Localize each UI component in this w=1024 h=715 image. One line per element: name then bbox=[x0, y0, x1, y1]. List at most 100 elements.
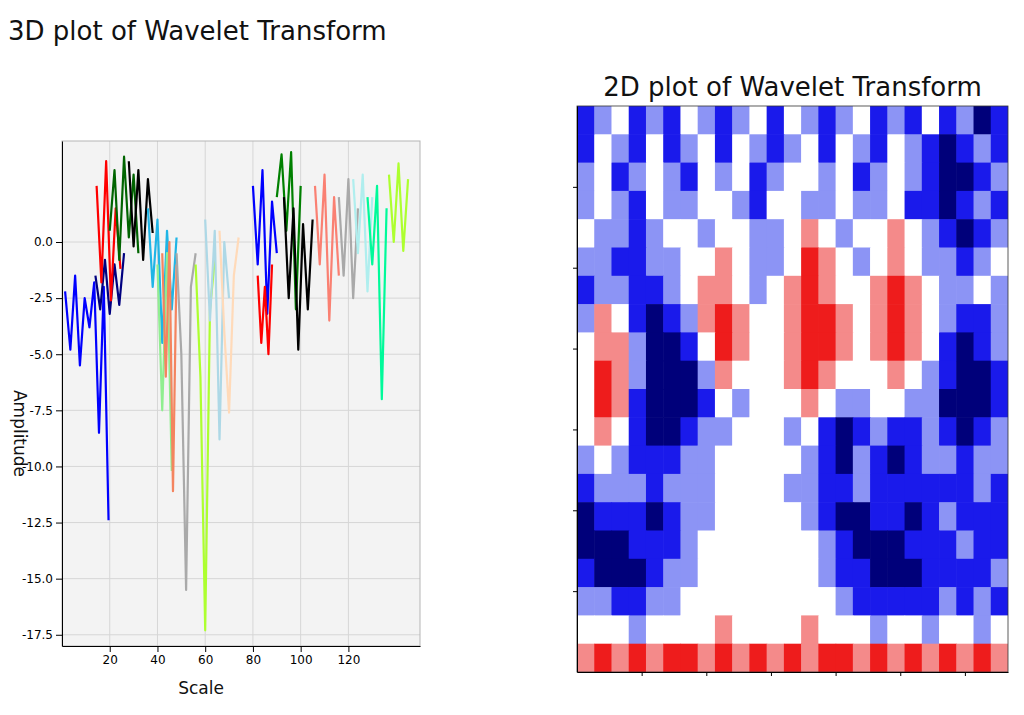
heatmap-cell bbox=[956, 219, 974, 248]
heatmap-cell bbox=[836, 361, 854, 390]
heatmap-cell bbox=[818, 332, 836, 361]
heatmap-cell bbox=[974, 446, 992, 475]
heatmap-cell bbox=[991, 559, 1008, 588]
heatmap-cell bbox=[853, 361, 871, 390]
heatmap-cell bbox=[801, 587, 819, 616]
heatmap-cell bbox=[663, 644, 681, 672]
heatmap-cell bbox=[991, 134, 1008, 163]
heatmap-cell bbox=[922, 134, 940, 163]
heatmap-cell bbox=[922, 502, 940, 531]
x-axis-tick-mark bbox=[900, 672, 901, 676]
heatmap-cell bbox=[594, 219, 612, 248]
heatmap-cell bbox=[663, 474, 681, 503]
heatmap-cell bbox=[887, 474, 905, 503]
heatmap-cell bbox=[905, 502, 923, 531]
heatmap-cell bbox=[991, 361, 1008, 390]
heatmap-cell bbox=[577, 417, 595, 446]
series-line bbox=[284, 197, 313, 350]
heatmap-cell bbox=[698, 559, 716, 588]
heatmap-cell bbox=[974, 219, 992, 248]
heatmap-cell bbox=[698, 219, 716, 248]
heatmap-cell bbox=[870, 502, 888, 531]
heatmap-cell bbox=[853, 106, 871, 135]
heatmap-cell bbox=[836, 248, 854, 277]
heatmap-cell bbox=[680, 219, 698, 248]
heatmap-cell bbox=[594, 191, 612, 220]
heatmap-cell bbox=[611, 134, 629, 163]
heatmap-cell bbox=[715, 304, 733, 333]
y-axis-line bbox=[577, 107, 578, 673]
heatmap-cell bbox=[698, 587, 716, 616]
heatmap-cell bbox=[732, 304, 750, 333]
heatmap-cell bbox=[836, 106, 854, 135]
heatmap-cell bbox=[836, 332, 854, 361]
heatmap-cell bbox=[749, 106, 767, 135]
heatmap-cell bbox=[801, 248, 819, 277]
heatmap-cell bbox=[887, 446, 905, 475]
x-axis-tick-mark bbox=[301, 646, 302, 652]
heatmap-cell bbox=[801, 219, 819, 248]
heatmap-cell bbox=[870, 361, 888, 390]
heatmap-cell bbox=[801, 559, 819, 588]
heatmap-cell bbox=[767, 332, 785, 361]
heatmap-cell bbox=[939, 276, 957, 305]
heatmap-cell bbox=[818, 361, 836, 390]
heatmap-cell bbox=[594, 474, 612, 503]
heatmap-cell bbox=[611, 219, 629, 248]
heatmap-cell bbox=[905, 389, 923, 418]
heatmap-cell bbox=[749, 304, 767, 333]
heatmap-cell bbox=[680, 332, 698, 361]
series-line bbox=[196, 260, 215, 630]
y-axis-tick-mark bbox=[573, 349, 577, 350]
heatmap-cell bbox=[818, 106, 836, 135]
heatmap-cell bbox=[939, 361, 957, 390]
heatmap-cell bbox=[715, 276, 733, 305]
heatmap-cell bbox=[680, 276, 698, 305]
heatmap-cell bbox=[732, 615, 750, 644]
heatmap-cell bbox=[767, 531, 785, 560]
heatmap-cell bbox=[715, 332, 733, 361]
heatmap-cell bbox=[784, 446, 802, 475]
heatmap-cell bbox=[887, 191, 905, 220]
heatmap-cell bbox=[870, 587, 888, 616]
heatmap-cell bbox=[611, 615, 629, 644]
heatmap-cell bbox=[956, 106, 974, 135]
heatmap-cell bbox=[974, 615, 992, 644]
y-axis-tick-label: -17.5 bbox=[22, 628, 53, 642]
heatmap-cell bbox=[698, 417, 716, 446]
y-axis-tick-label: 0.0 bbox=[34, 235, 53, 249]
heatmap-cell bbox=[905, 417, 923, 446]
heatmap-cell bbox=[905, 332, 923, 361]
heatmap-cell bbox=[732, 502, 750, 531]
heatmap-cell bbox=[611, 361, 629, 390]
series-line bbox=[162, 242, 176, 491]
heatmap-cell bbox=[922, 361, 940, 390]
heatmap-cell bbox=[836, 219, 854, 248]
heatmap-cell bbox=[767, 587, 785, 616]
heatmap-cell bbox=[732, 446, 750, 475]
heatmap-cell bbox=[991, 276, 1008, 305]
heatmap-cell bbox=[991, 474, 1008, 503]
series-line bbox=[65, 276, 108, 521]
heatmap-cell bbox=[956, 644, 974, 672]
heatmap-cell bbox=[922, 248, 940, 277]
heatmap-cell bbox=[629, 446, 647, 475]
heatmap-cell bbox=[646, 615, 664, 644]
x-axis-tick bbox=[771, 672, 772, 676]
heatmap-cell bbox=[646, 446, 664, 475]
heatmap-cell bbox=[836, 304, 854, 333]
heatmap-cell bbox=[629, 474, 647, 503]
heatmap-cell bbox=[887, 559, 905, 588]
heatmap-cell bbox=[577, 361, 595, 390]
heatmap-cell bbox=[646, 332, 664, 361]
heatmap-cell bbox=[974, 389, 992, 418]
heatmap-cell bbox=[698, 474, 716, 503]
heatmap-cell bbox=[870, 191, 888, 220]
heatmap-cell bbox=[732, 417, 750, 446]
heatmap-cell bbox=[905, 474, 923, 503]
heatmap-cell bbox=[698, 531, 716, 560]
x-axis-tick bbox=[642, 672, 643, 676]
heatmap-cell bbox=[974, 106, 992, 135]
heatmap-cell bbox=[870, 644, 888, 672]
heatmap-cell bbox=[749, 446, 767, 475]
